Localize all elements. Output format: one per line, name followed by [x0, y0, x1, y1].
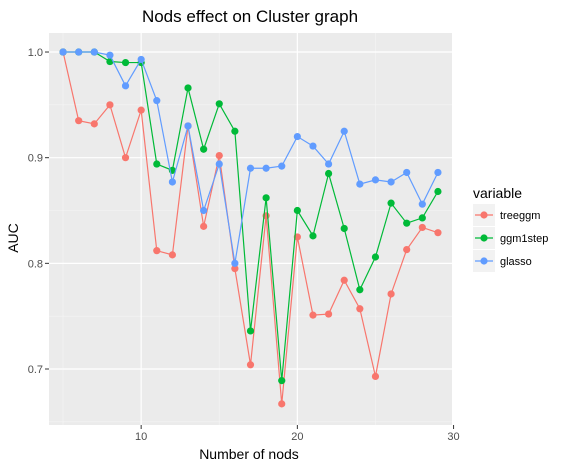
legend-title: variable — [473, 185, 522, 201]
data-point-treeggm — [418, 223, 426, 232]
data-point-treeggm — [153, 247, 161, 255]
data-point-treeggm — [246, 361, 255, 369]
data-point-ggm1step — [340, 224, 348, 233]
data-point-treeggm — [168, 251, 176, 259]
data-point-glasso — [75, 48, 83, 56]
data-point-treeggm — [90, 120, 98, 128]
data-point-ggm1step — [231, 127, 239, 135]
data-point-ggm1step — [278, 377, 286, 385]
legend-item-ggm1step: ggm1step — [473, 227, 548, 249]
data-point-glasso — [403, 168, 411, 177]
legend-key-point — [480, 234, 488, 242]
data-point-treeggm — [215, 151, 223, 160]
data-point-treeggm — [387, 290, 395, 298]
data-point-glasso — [356, 180, 364, 188]
data-point-ggm1step — [184, 84, 192, 92]
data-point-glasso — [153, 97, 161, 105]
data-point-glasso — [387, 178, 395, 186]
data-point-ggm1step — [153, 160, 161, 168]
data-point-treeggm — [434, 229, 442, 237]
data-point-glasso — [59, 48, 67, 56]
y-tick-label: 1.0 — [28, 47, 43, 59]
y-axis-title: AUC — [5, 223, 21, 253]
data-point-glasso — [246, 164, 255, 172]
data-point-glasso — [434, 168, 442, 177]
x-axis: 10 20 30 — [135, 425, 460, 443]
legend-item-glasso: glasso — [473, 250, 532, 272]
data-point-ggm1step — [309, 232, 317, 240]
data-point-treeggm — [403, 246, 411, 254]
y-tick-label: 0.9 — [28, 153, 43, 165]
data-point-treeggm — [75, 117, 83, 125]
data-point-glasso — [309, 142, 317, 150]
y-tick-label: 0.7 — [28, 364, 43, 376]
legend-key-point — [480, 257, 488, 265]
data-point-treeggm — [231, 265, 239, 273]
data-point-treeggm — [200, 222, 208, 230]
data-point-glasso — [278, 162, 286, 170]
data-point-ggm1step — [262, 194, 270, 202]
data-point-treeggm — [121, 154, 130, 162]
legend: variable treeggm ggm1step glasso — [473, 185, 548, 272]
data-point-glasso — [262, 164, 270, 172]
x-tick-label: 10 — [135, 431, 147, 443]
data-point-glasso — [325, 160, 333, 168]
data-point-treeggm — [325, 310, 333, 318]
data-point-ggm1step — [387, 199, 395, 207]
data-point-treeggm — [309, 311, 317, 319]
data-point-glasso — [215, 160, 223, 168]
data-point-treeggm — [278, 400, 286, 408]
data-point-ggm1step — [215, 100, 223, 108]
chart-title: Nods effect on Cluster graph — [142, 7, 358, 26]
data-point-ggm1step — [434, 187, 442, 196]
data-point-glasso — [168, 178, 176, 186]
legend-label: glasso — [500, 256, 532, 268]
data-point-glasso — [200, 206, 208, 215]
data-point-treeggm — [106, 101, 114, 109]
data-point-ggm1step — [293, 206, 301, 215]
data-point-treeggm — [340, 276, 348, 284]
data-point-glasso — [121, 82, 130, 90]
data-point-ggm1step — [356, 286, 364, 294]
data-point-glasso — [184, 122, 192, 130]
series-glasso — [59, 48, 442, 267]
data-point-glasso — [293, 132, 301, 141]
data-point-treeggm — [371, 372, 380, 380]
x-tick-label: 20 — [291, 431, 303, 443]
data-point-glasso — [137, 55, 145, 64]
x-tick-label: 30 — [447, 431, 459, 443]
data-point-glasso — [340, 127, 348, 135]
legend-label: treeggm — [500, 210, 540, 222]
data-point-glasso — [231, 259, 239, 267]
legend-item-treeggm: treeggm — [473, 204, 540, 226]
data-point-ggm1step — [121, 58, 130, 67]
data-point-ggm1step — [325, 169, 333, 178]
series-group — [59, 48, 442, 408]
legend-key-point — [480, 211, 488, 219]
x-axis-title: Number of nods — [199, 446, 299, 462]
data-point-ggm1step — [403, 219, 411, 227]
data-point-glasso — [418, 200, 426, 208]
data-point-ggm1step — [246, 327, 255, 335]
data-point-ggm1step — [200, 145, 208, 153]
data-point-ggm1step — [371, 253, 380, 261]
data-point-glasso — [106, 51, 114, 59]
data-point-treeggm — [137, 106, 145, 114]
data-point-treeggm — [356, 305, 364, 313]
legend-label: ggm1step — [500, 233, 548, 245]
data-point-ggm1step — [418, 214, 426, 222]
data-point-glasso — [90, 48, 98, 56]
y-tick-label: 0.8 — [28, 258, 43, 270]
y-axis: 0.7 0.8 0.9 1.0 — [28, 47, 49, 376]
data-point-glasso — [371, 176, 380, 184]
